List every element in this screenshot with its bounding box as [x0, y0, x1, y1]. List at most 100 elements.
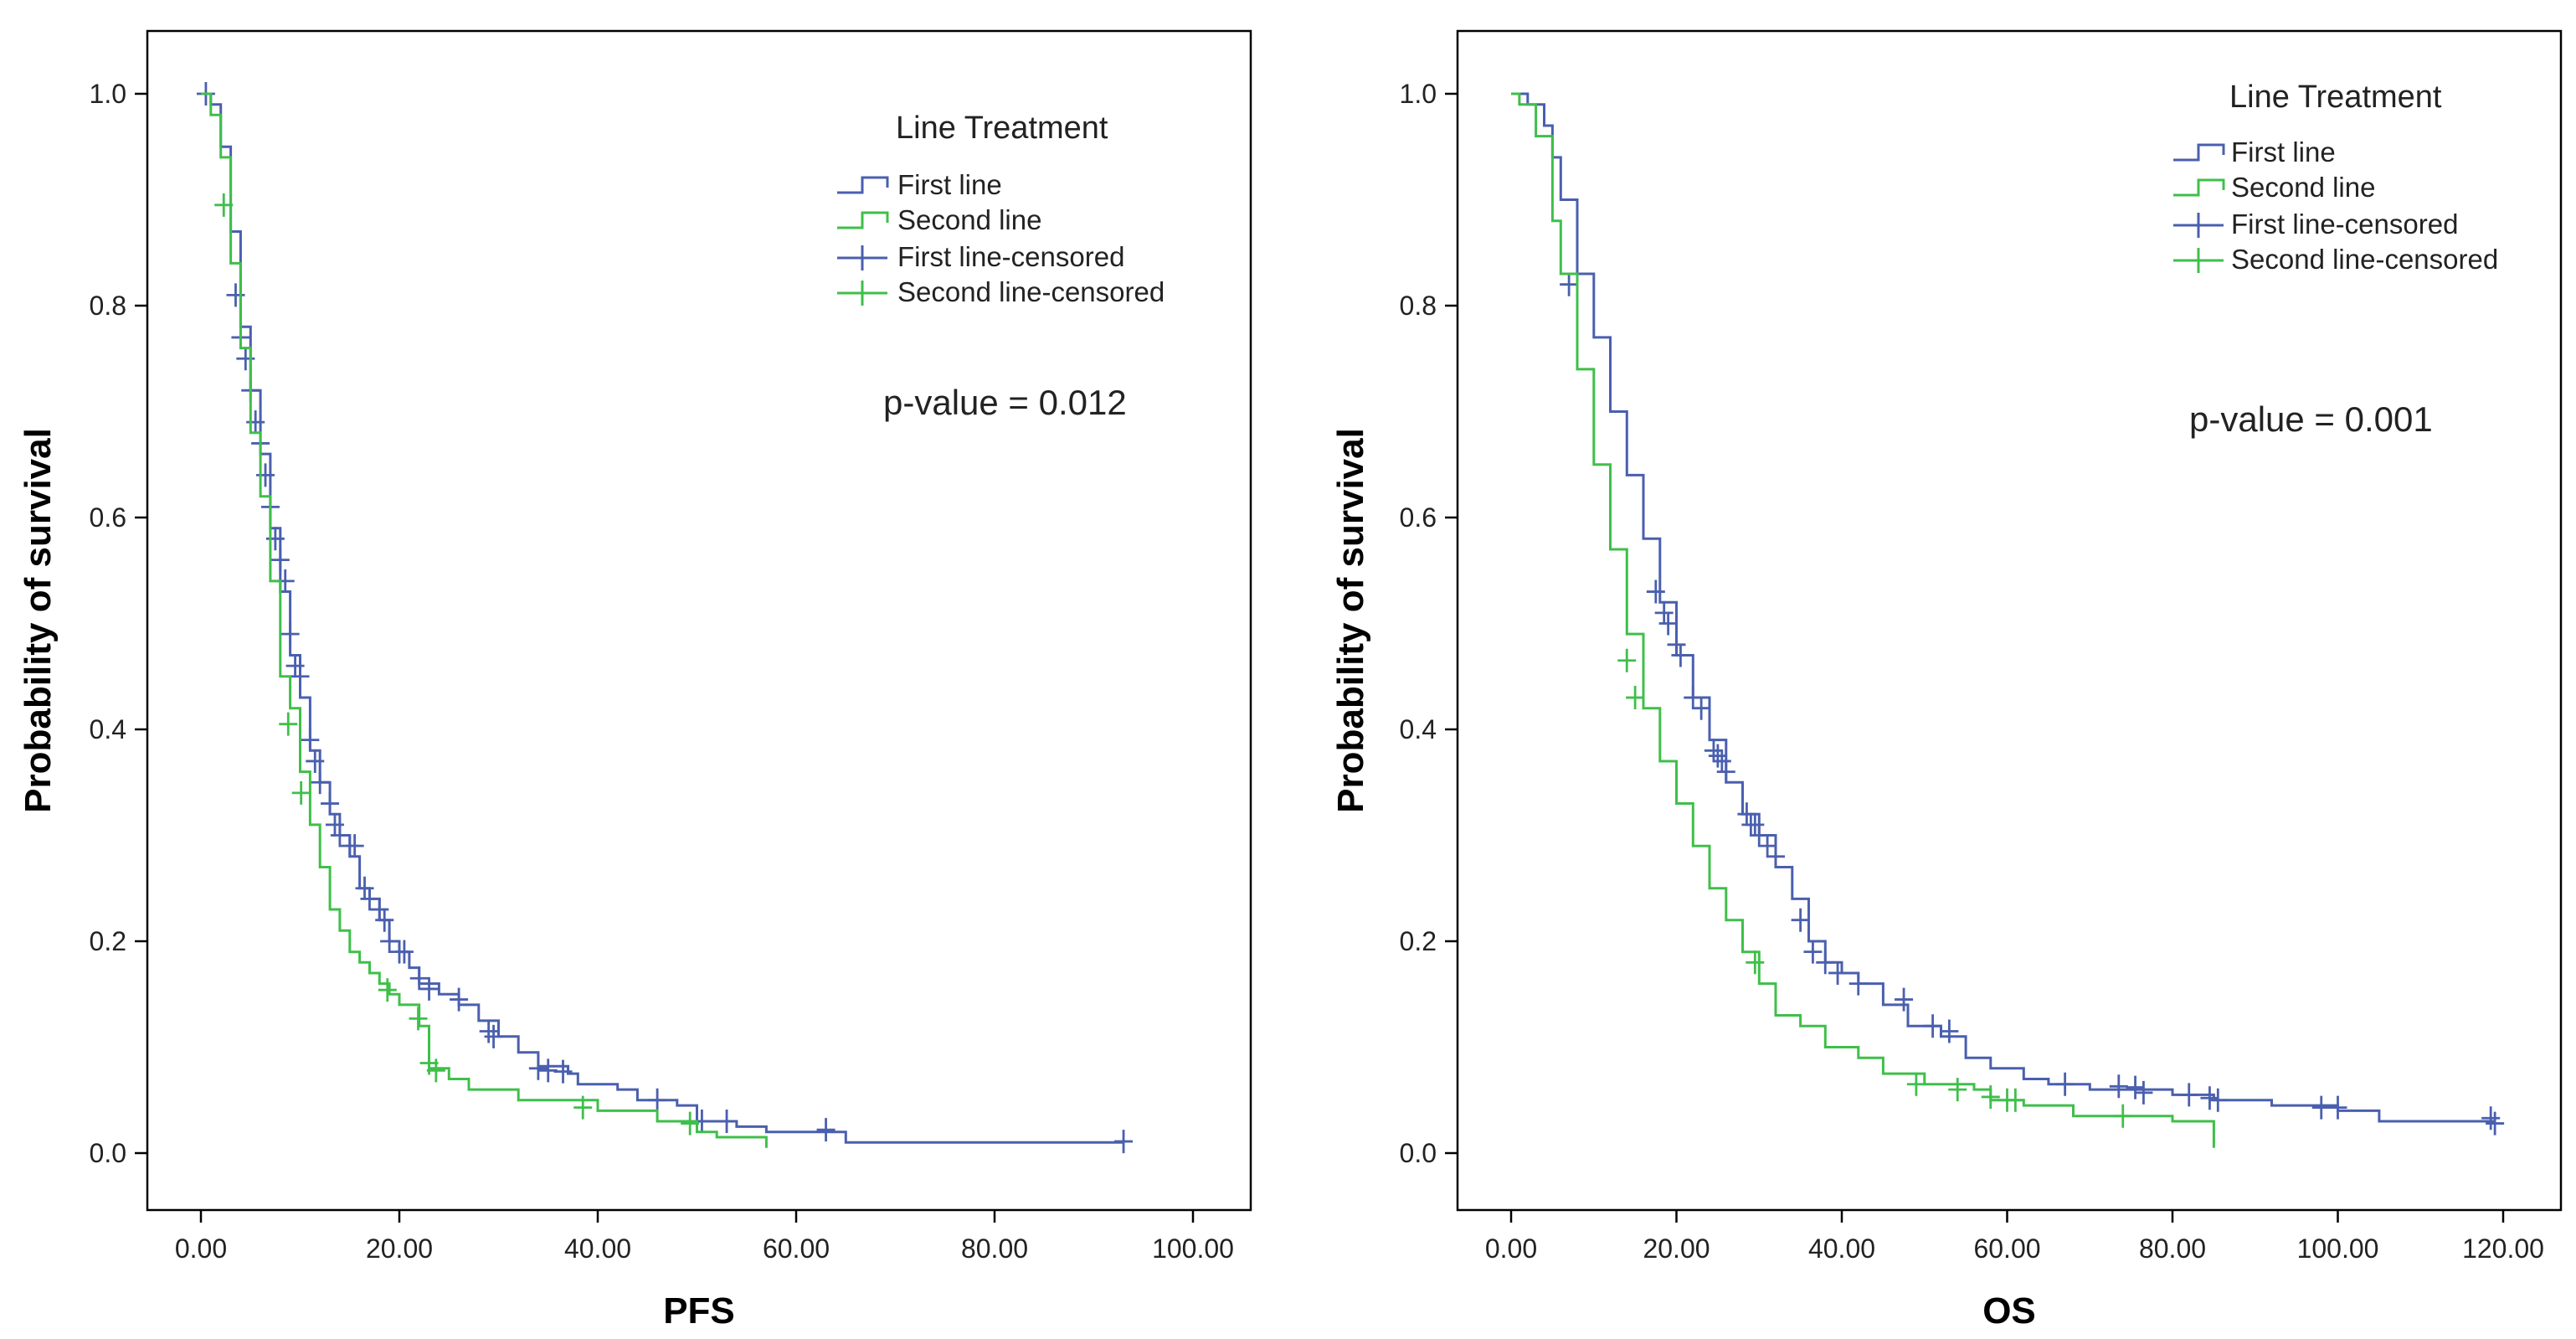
os-first-line-censor-mark	[1816, 950, 1835, 975]
pfs-first-line-censor-mark	[330, 823, 349, 847]
os-second-line-censor-mark	[2006, 1088, 2025, 1112]
pfs-second-line-censor-mark	[573, 1095, 593, 1120]
os-legend-label-second-line-censored: Second line-censored	[2231, 244, 2498, 275]
pfs-second-line-censor-mark	[681, 1111, 700, 1136]
pfs-x-tick-label: 20.00	[366, 1233, 433, 1264]
pfs-plot-frame	[146, 29, 1252, 1212]
os-legend-key-first-line	[2173, 143, 2225, 162]
pfs-y-tick-label: 0.6	[90, 502, 126, 533]
pfs-first-line-censor-mark	[553, 1059, 573, 1084]
os-first-line-censor-mark	[1791, 908, 1810, 932]
os-second-line-curve	[1511, 92, 2215, 1148]
pfs-first-line-censor-mark	[1114, 1130, 1134, 1154]
os-panel: 0.00 20.00 40.00 60.00 80.00 100.00 120.00 0.0 0…	[1330, 29, 2563, 1331]
os-first-line-censor-mark	[2179, 1083, 2198, 1107]
os-legend-label-first-line: First line	[2231, 136, 2336, 167]
os-first-line-censor-mark	[2486, 1111, 2505, 1136]
pfs-first-line-censor-mark	[280, 622, 300, 646]
os-first-line-censor-mark	[1746, 812, 1765, 837]
os-first-line-censor-mark	[2481, 1106, 2501, 1130]
pfs-first-line-censor-mark	[370, 898, 389, 922]
pfs-legend-label-second-line: Second line	[897, 204, 1041, 235]
os-marks	[1511, 92, 2505, 1148]
os-first-line-censor-mark	[1692, 696, 1711, 720]
os-first-line-censor-mark	[1828, 960, 1848, 985]
pfs-y-tick-label: 1.0	[90, 79, 126, 109]
pfs-first-line-censor-mark	[717, 1110, 737, 1134]
os-x-tick-label: 120.00	[2462, 1233, 2544, 1264]
pfs-legend-key-second-line	[837, 211, 889, 229]
pfs-first-line-censor-mark	[484, 1024, 503, 1048]
pfs-second-line-censor-mark	[378, 978, 397, 1002]
pfs-second-line-censor-mark	[409, 1007, 428, 1031]
os-y-tick-label: 1.0	[1400, 79, 1437, 109]
os-y-tick-label: 0.6	[1400, 502, 1437, 533]
os-first-line-curve	[1511, 92, 2496, 1123]
os-first-line-censor-mark	[1704, 739, 1723, 763]
os-legend-label-second-line: Second line	[2231, 172, 2375, 203]
os-x-tick-label: 100.00	[2297, 1233, 2379, 1264]
pfs-x-tick-label: 40.00	[564, 1233, 631, 1264]
os-plot-frame	[1456, 29, 2563, 1212]
os-x-tick-label: 80.00	[2139, 1233, 2206, 1264]
pfs-first-line-censor-mark	[270, 548, 290, 572]
os-first-line-censor-mark	[1766, 844, 1785, 868]
pfs-first-line-censor-mark	[409, 966, 429, 991]
pfs-first-line-censor-mark	[325, 812, 344, 837]
pfs-axes: 0.00 20.00 40.00 60.00 80.00 100.00 0.0 0.2 0.4 0…	[90, 79, 1234, 1264]
os-first-line-censor-mark	[1560, 272, 1579, 296]
pfs-legend-key-first-line	[837, 176, 889, 194]
pfs-first-line-censor-mark	[380, 930, 399, 953]
os-first-line-censor-mark	[2126, 1075, 2145, 1100]
pfs-first-line-censor-mark	[419, 976, 439, 1001]
os-legend: Line Treatment First line Second line Fi…	[2173, 80, 2498, 275]
os-first-line-censor-mark	[2328, 1095, 2347, 1120]
os-second-line-censor-mark	[1981, 1084, 2000, 1109]
pfs-y-tick-label: 0.4	[90, 714, 126, 744]
pfs-x-axis-title: PFS	[663, 1290, 735, 1331]
pfs-first-line-censor-mark	[528, 1056, 548, 1080]
os-second-line-censor-mark	[1948, 1078, 1967, 1102]
pfs-first-line-censor-mark	[375, 908, 394, 932]
pfs-second-line-censor-mark	[279, 712, 298, 736]
os-second-line-censor-mark	[1906, 1072, 1926, 1096]
os-second-line-censor-mark	[1626, 686, 1645, 710]
pfs-legend-label-second-line-censored: Second line-censored	[897, 276, 1165, 307]
pfs-first-line-censor-mark	[816, 1118, 836, 1142]
os-first-line-censor-mark	[1712, 749, 1731, 773]
os-axes: 0.00 20.00 40.00 60.00 80.00 100.00 120.00 0.0 0…	[1400, 79, 2544, 1264]
pfs-panel: 0.00 20.00 40.00 60.00 80.00 100.00 0.0 0.2 0.4 0…	[18, 29, 1252, 1331]
os-y-tick-label: 0.8	[1400, 291, 1437, 321]
os-x-tick-label: 0.00	[1485, 1233, 1537, 1264]
pfs-legend-key-second-line-censored	[837, 281, 887, 306]
pfs-second-line-censor-mark	[426, 1058, 445, 1083]
pfs-y-tick-label: 0.0	[90, 1138, 126, 1168]
pfs-first-line-censor-mark	[355, 876, 374, 900]
os-legend-key-first-line-censored	[2173, 213, 2224, 238]
pfs-legend-title: Line Treatment	[896, 111, 1108, 146]
os-first-line-censor-mark	[1654, 600, 1674, 625]
pfs-x-tick-label: 0.00	[175, 1233, 227, 1264]
pfs-first-line-censor-mark	[360, 887, 379, 911]
os-x-axis-title: OS	[1982, 1290, 2036, 1331]
os-legend-key-second-line	[2173, 178, 2225, 197]
pfs-first-line-censor-mark	[301, 728, 320, 752]
os-first-line-censor-mark	[1758, 834, 1777, 858]
os-x-tick-label: 40.00	[1808, 1233, 1875, 1264]
os-first-line-censor-mark	[1923, 1014, 1942, 1038]
os-first-line-censor-mark	[1803, 940, 1823, 964]
pfs-x-tick-label: 80.00	[961, 1233, 1028, 1264]
pfs-p-value-annotation: p-value = 0.012	[883, 383, 1127, 422]
os-first-line-censor-mark	[1671, 643, 1690, 667]
os-second-line-censor-mark	[1746, 950, 1765, 975]
os-first-line-censor-mark	[2208, 1088, 2228, 1112]
os-y-axis-title: Probability of survival	[1330, 428, 1371, 813]
pfs-y-tick-label: 0.2	[90, 926, 126, 956]
pfs-first-line-censor-mark	[285, 654, 305, 678]
pfs-legend: Line Treatment First line Second line Fi…	[837, 111, 1165, 307]
os-first-line-censor-mark	[2311, 1095, 2331, 1120]
pfs-y-axis-title: Probability of survival	[18, 428, 59, 813]
os-first-line-censor-mark	[2055, 1072, 2075, 1096]
